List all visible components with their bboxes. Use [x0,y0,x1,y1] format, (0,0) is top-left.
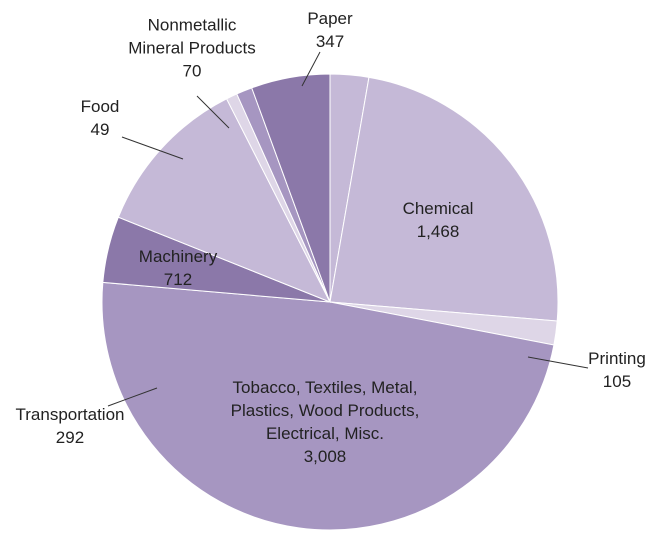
category-label: Tobacco, Textiles, Metal, Plastics, Wood… [230,378,420,443]
slice-label: Transportation 292 [16,403,125,449]
value-label: 347 [315,32,345,51]
pie-slice [329,76,559,322]
category-label: Transportation [15,405,125,424]
slice-label: Printing 105 [588,347,646,393]
value-label: 70 [182,61,202,81]
category-label: Nonmetallic Mineral Products [128,15,256,58]
leader-line [301,51,321,87]
leader-line [196,95,230,129]
slice-label: Chemical 1,468 [403,197,474,243]
pie-slice [251,73,331,303]
value-label: 1,468 [416,222,460,241]
leader-line [527,356,589,369]
value-label: 49 [90,120,110,139]
category-label: Machinery [138,247,218,266]
pie-slice [101,281,555,531]
leader-line [121,136,184,160]
value-label: 105 [602,372,632,391]
slice-label: Machinery 712 [139,245,217,291]
category-label: Chemical [402,199,474,218]
value-label: 712 [163,270,193,289]
category-label: Food [80,97,120,116]
value-label: 3,008 [303,447,347,466]
value-label: 292 [55,428,85,447]
pie-slice [117,98,332,303]
category-label: Paper [307,9,353,28]
slice-label: Paper 347 [307,7,352,53]
leader-line [107,387,158,407]
slice-label: Tobacco, Textiles, Metal, Plastics, Wood… [231,376,420,468]
slice-label: Nonmetallic Mineral Products 70 [128,14,256,83]
category-label: Printing [588,349,646,368]
slice-label: Food 49 [81,95,120,141]
